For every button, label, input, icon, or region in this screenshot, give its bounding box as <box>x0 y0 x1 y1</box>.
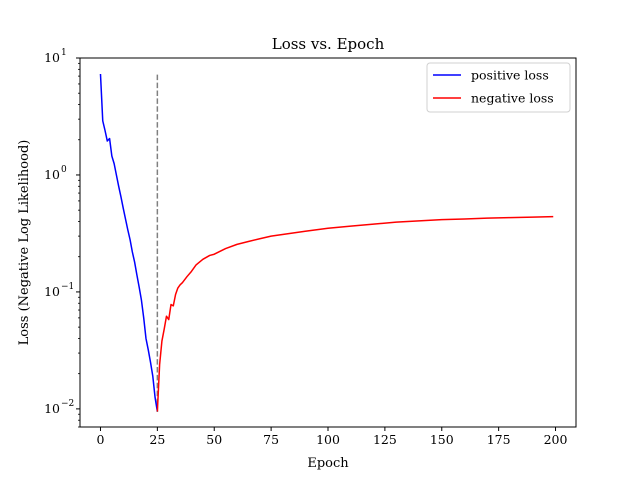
y-tick-exponent: 1 <box>61 48 67 58</box>
plot-frame <box>79 57 577 428</box>
y-tick-label: 10 <box>44 50 60 65</box>
y-tick-exponent: 0 <box>61 165 67 175</box>
y-tick-exponent: −1 <box>61 282 74 292</box>
x-tick-label: 100 <box>316 432 340 447</box>
y-tick-label: 10 <box>44 167 60 182</box>
legend: positive loss negative loss <box>426 62 571 113</box>
x-tick-label: 75 <box>263 432 279 447</box>
x-tick-label: 150 <box>430 432 454 447</box>
y-axis-label: Loss (Negative Log Likelihood) <box>17 140 32 346</box>
x-tick-label: 25 <box>149 432 165 447</box>
chart-title: Loss vs. Epoch <box>272 35 385 53</box>
x-axis-label: Epoch <box>307 456 349 471</box>
x-tick-label: 0 <box>97 432 105 447</box>
series-line-negative-loss <box>156 215 554 412</box>
y-tick-label: 10 <box>44 401 60 416</box>
legend-label: negative loss <box>471 91 554 106</box>
x-tick-label: 175 <box>487 432 511 447</box>
x-tick-label: 125 <box>373 432 397 447</box>
legend-box <box>426 62 571 113</box>
series-line-positive-loss <box>99 73 159 412</box>
y-tick-label: 10 <box>44 284 60 299</box>
x-tick-label: 50 <box>206 432 222 447</box>
legend-label: positive loss <box>471 68 549 83</box>
y-tick-exponent: −2 <box>61 399 74 409</box>
x-tick-label: 200 <box>544 432 568 447</box>
